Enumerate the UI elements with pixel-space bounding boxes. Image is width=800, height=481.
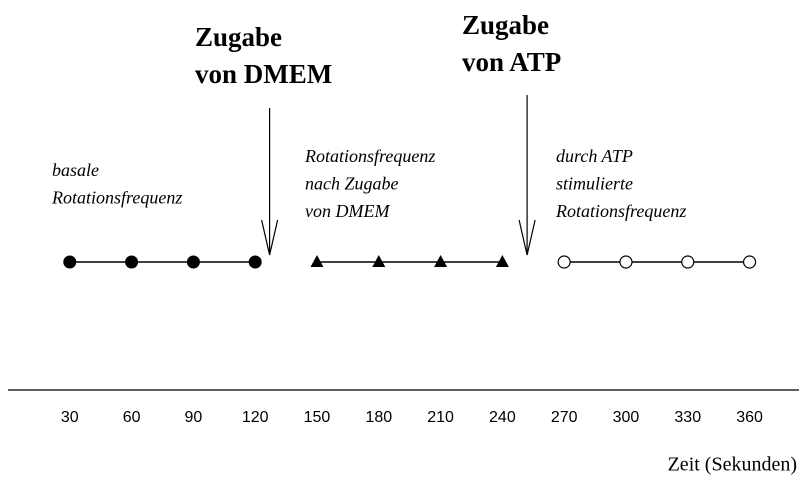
x-tick-label: 240 bbox=[489, 409, 516, 426]
x-tick-label: 30 bbox=[61, 409, 79, 426]
arrow-head bbox=[261, 219, 279, 256]
x-axis-label: Zeit (Sekunden) bbox=[668, 454, 797, 476]
arrow-label: von DMEM bbox=[195, 59, 332, 89]
x-tick-label: 60 bbox=[123, 409, 141, 426]
x-tick-label: 180 bbox=[365, 409, 392, 426]
x-tick-label: 150 bbox=[304, 409, 331, 426]
arrow-label: von ATP bbox=[462, 47, 561, 77]
x-tick-label: 90 bbox=[184, 409, 202, 426]
point bbox=[63, 255, 77, 269]
point bbox=[742, 255, 757, 269]
note: Rotationsfrequenz bbox=[304, 146, 435, 166]
point bbox=[310, 255, 324, 267]
x-tick-label: 360 bbox=[736, 409, 763, 426]
note: Rotationsfrequenz bbox=[555, 201, 686, 221]
note: von DMEM bbox=[305, 201, 390, 221]
point bbox=[434, 255, 448, 267]
note: Rotationsfrequenz bbox=[51, 188, 182, 208]
arrow-label: Zugabe bbox=[195, 22, 282, 52]
x-tick-label: 330 bbox=[674, 409, 701, 426]
point bbox=[681, 255, 695, 269]
note: basale bbox=[52, 160, 99, 180]
note: nach Zugabe bbox=[305, 174, 399, 194]
x-tick-label: 120 bbox=[242, 409, 269, 426]
point bbox=[619, 255, 633, 269]
point bbox=[372, 255, 386, 267]
arrow-head bbox=[518, 219, 536, 256]
point bbox=[186, 255, 200, 269]
point bbox=[495, 255, 509, 267]
x-tick-label: 210 bbox=[427, 409, 454, 426]
point bbox=[557, 255, 571, 269]
note: durch ATP bbox=[556, 146, 633, 166]
note: stimulierte bbox=[556, 174, 633, 194]
point bbox=[248, 255, 262, 269]
point bbox=[125, 255, 139, 269]
x-tick-label: 270 bbox=[551, 409, 578, 426]
arrow-label: Zugabe bbox=[462, 10, 549, 40]
x-tick-label: 300 bbox=[613, 409, 640, 426]
